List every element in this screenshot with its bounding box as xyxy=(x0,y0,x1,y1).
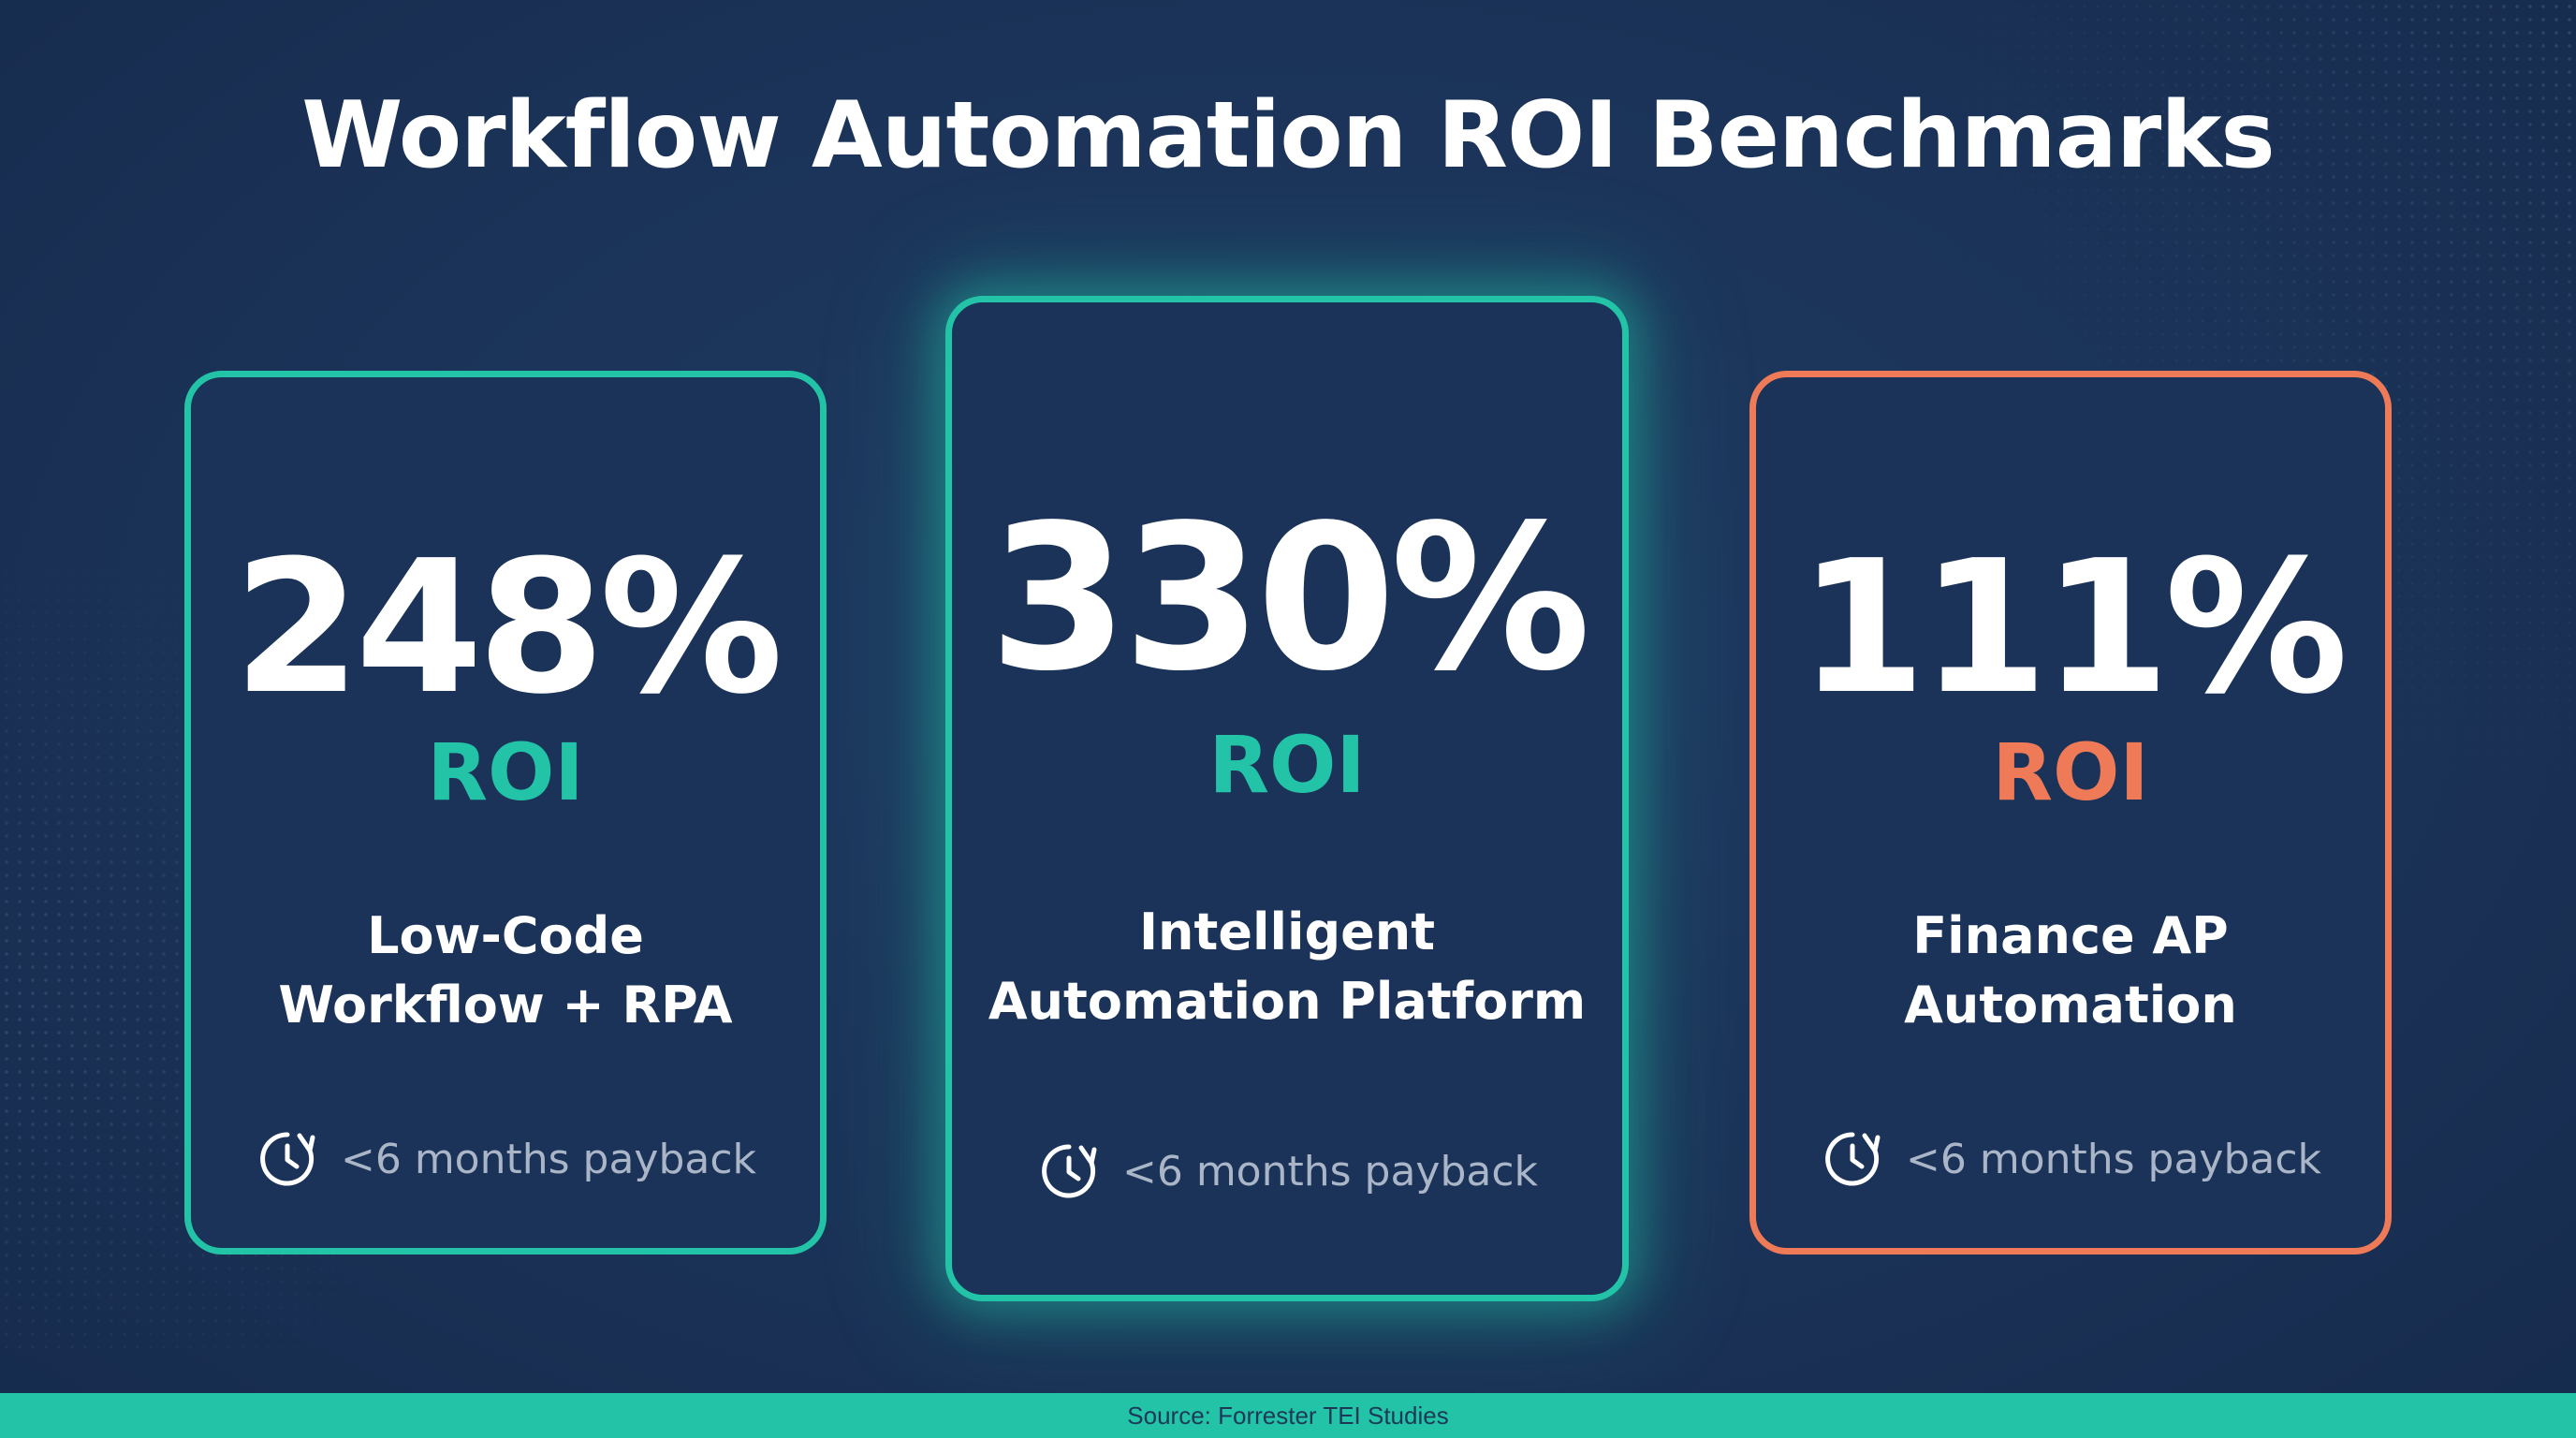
roi-label: ROI xyxy=(427,726,584,818)
roi-card-low-code: 248% ROI Low-Code Workflow + RPA <6 mont… xyxy=(184,371,827,1255)
page-title: Workflow Automation ROI Benchmarks xyxy=(301,82,2276,189)
solution-name: Intelligent Automation Platform xyxy=(971,898,1603,1036)
payback-text: <6 months payback xyxy=(340,1135,757,1183)
solution-name-line2: Workflow + RPA xyxy=(278,976,733,1034)
clock-refresh-icon xyxy=(260,1132,315,1186)
solution-name-line1: Intelligent xyxy=(1138,902,1436,961)
clock-refresh-icon xyxy=(1042,1144,1097,1198)
roi-value: 248% xyxy=(233,521,783,735)
solution-name-line2: Automation xyxy=(1904,976,2237,1034)
roi-card-finance-ap: 111% ROI Finance AP Automation <6 months… xyxy=(1749,371,2392,1255)
payback-row: <6 months payback xyxy=(952,1138,1622,1204)
solution-name-line1: Finance AP xyxy=(1912,906,2229,965)
roi-label: ROI xyxy=(1992,726,2149,818)
solution-name: Low-Code Workflow + RPA xyxy=(210,902,801,1040)
roi-value: 111% xyxy=(1798,521,2349,735)
source-footer: Source: Forrester TEI Studies xyxy=(0,1393,2576,1438)
roi-card-intelligent-automation: 330% ROI Intelligent Automation Platform… xyxy=(945,296,1629,1301)
payback-text: <6 months payback xyxy=(1121,1147,1539,1196)
payback-row: <6 months payback xyxy=(191,1126,820,1192)
payback-row: <6 months payback xyxy=(1756,1126,2385,1192)
solution-name: Finance AP Automation xyxy=(1775,902,2366,1040)
solution-name-line1: Low-Code xyxy=(367,906,644,965)
payback-text: <6 months payback xyxy=(1905,1135,2322,1183)
roi-value: 330% xyxy=(988,482,1590,715)
roi-label: ROI xyxy=(1208,719,1366,811)
clock-refresh-icon xyxy=(1825,1132,1881,1186)
source-text: Source: Forrester TEI Studies xyxy=(1127,1401,1449,1430)
solution-name-line2: Automation Platform xyxy=(988,972,1587,1031)
